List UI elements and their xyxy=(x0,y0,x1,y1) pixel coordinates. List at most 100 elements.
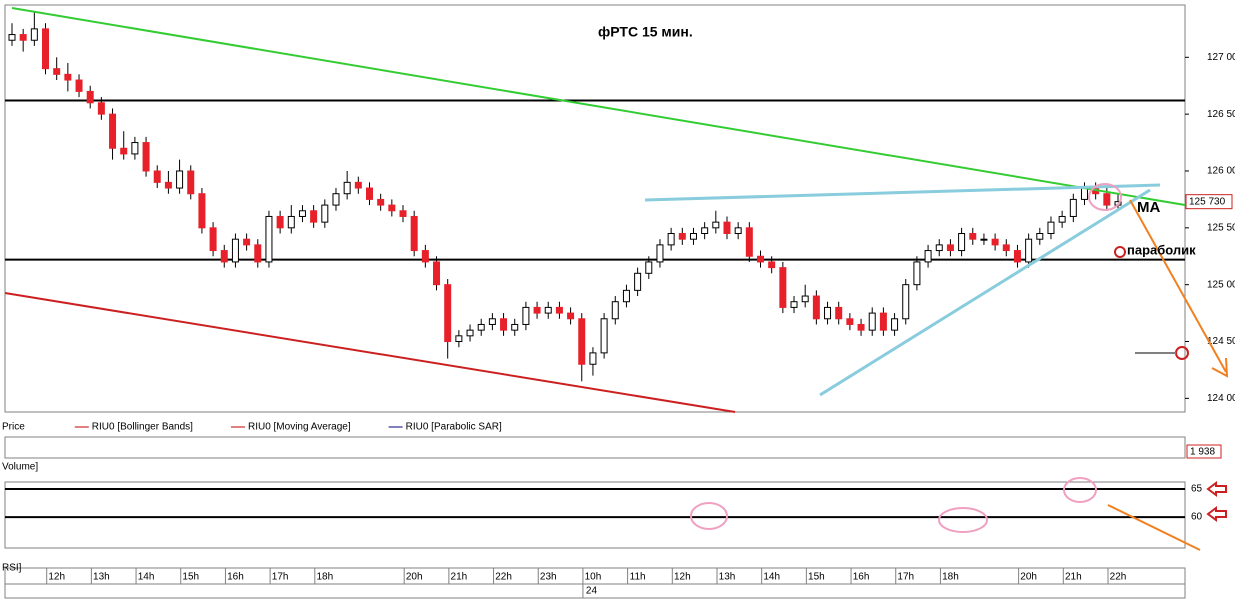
candle-body xyxy=(824,306,832,320)
chart-title: фРТС 15 мин. xyxy=(598,24,693,40)
candle-body xyxy=(399,210,407,217)
rsi-label: RSI] xyxy=(2,563,22,574)
rsi-tick-label: 60 xyxy=(1191,512,1203,523)
candle-body xyxy=(533,306,541,314)
candle-body xyxy=(846,318,854,325)
candle-body xyxy=(1025,238,1033,263)
candle-body xyxy=(902,284,910,320)
candle-body xyxy=(298,210,306,217)
candle-body xyxy=(600,318,608,354)
candle-body xyxy=(354,181,362,189)
x-tick-label: 22h xyxy=(495,572,512,583)
x-tick-label: 22h xyxy=(1110,572,1127,583)
candle-body xyxy=(153,170,161,183)
x-tick-label: 20h xyxy=(406,572,423,583)
candle-body xyxy=(924,250,932,263)
trend-line xyxy=(819,188,1151,397)
candle-body xyxy=(790,301,798,308)
candle-body xyxy=(421,250,429,263)
candle-body xyxy=(86,90,94,104)
candle-body xyxy=(589,352,597,365)
candle-body xyxy=(1002,244,1010,252)
annotation: MA xyxy=(1137,199,1160,216)
time-axis xyxy=(4,567,1186,599)
x-tick-label: 21h xyxy=(451,572,468,583)
candle-body xyxy=(243,238,251,246)
candle-body xyxy=(734,227,742,235)
candle-body xyxy=(611,301,619,320)
highlight xyxy=(1088,183,1122,211)
candle-body xyxy=(1013,250,1021,263)
x-tick-label: 18h xyxy=(942,572,959,583)
candle-body xyxy=(913,261,921,286)
candle-body xyxy=(500,318,508,331)
candle-body xyxy=(488,318,496,325)
candle-body xyxy=(868,312,876,331)
x-tick-label: 18h xyxy=(316,572,333,583)
candle-body xyxy=(511,323,519,331)
candle-body xyxy=(946,244,954,252)
candle-body xyxy=(310,210,318,223)
candle-body xyxy=(1069,198,1077,217)
volume-box xyxy=(1186,444,1222,459)
candle-body xyxy=(879,312,887,331)
legend-entry: RIU0 [Moving Average] xyxy=(248,422,351,433)
legend-entry: Price xyxy=(2,422,25,433)
candle-body xyxy=(835,306,843,320)
arrow xyxy=(1206,481,1227,497)
candle-body xyxy=(578,318,586,365)
candle-body xyxy=(1047,221,1055,235)
y-tick-label: 125 000 xyxy=(1207,279,1235,290)
candle-body xyxy=(377,198,385,206)
rsi-panel xyxy=(4,481,1186,549)
x-tick-label: 14h xyxy=(763,572,780,583)
candle-body xyxy=(231,238,239,263)
arrow-head xyxy=(1211,357,1229,378)
highlight xyxy=(938,507,988,533)
volume-last-label: 1 938 xyxy=(1190,447,1215,458)
candle-body xyxy=(689,233,697,240)
x-tick-label: 17h xyxy=(897,572,914,583)
candle-body xyxy=(19,34,27,41)
y-tick-label: 124 500 xyxy=(1207,336,1235,347)
x-tick-label: 10h xyxy=(585,572,602,583)
candle-body xyxy=(645,261,653,274)
candle-body xyxy=(935,244,943,252)
candle-body xyxy=(455,335,463,343)
x-tick-label: 23h xyxy=(540,572,557,583)
trend-line xyxy=(644,183,1161,202)
candle-body xyxy=(8,34,16,41)
candle-body xyxy=(276,215,284,229)
trend-line xyxy=(11,7,1186,206)
candle-body xyxy=(265,215,273,263)
candle-body xyxy=(444,284,452,343)
x-tick-label: 13h xyxy=(93,572,110,583)
rsi-tick-label: 65 xyxy=(1191,484,1203,495)
candle-body xyxy=(958,233,966,252)
candle-body xyxy=(779,267,787,308)
candle-body xyxy=(198,193,206,229)
annotation: параболик xyxy=(1127,242,1196,257)
candle-body xyxy=(120,147,128,155)
candle-body xyxy=(801,295,809,303)
candle-body xyxy=(343,181,351,195)
candle-body xyxy=(321,204,329,223)
y-tick-label: 125 500 xyxy=(1207,222,1235,233)
date-label: 24 xyxy=(586,586,598,597)
candle-body xyxy=(131,142,139,155)
highlight xyxy=(1063,477,1097,503)
candle-body xyxy=(97,102,105,115)
x-tick-label: 11h xyxy=(630,572,646,583)
x-tick-label: 21h xyxy=(1065,572,1082,583)
candle-body xyxy=(522,306,530,325)
arrow xyxy=(1107,504,1201,551)
candle-body xyxy=(1036,233,1044,240)
candle-body xyxy=(109,113,117,149)
candle-body xyxy=(187,170,195,195)
candle-body xyxy=(1080,187,1088,200)
candle-body xyxy=(745,227,753,257)
candle-body xyxy=(75,79,83,92)
y-tick-label: 127 000 xyxy=(1207,52,1235,63)
candle-body xyxy=(142,142,150,172)
